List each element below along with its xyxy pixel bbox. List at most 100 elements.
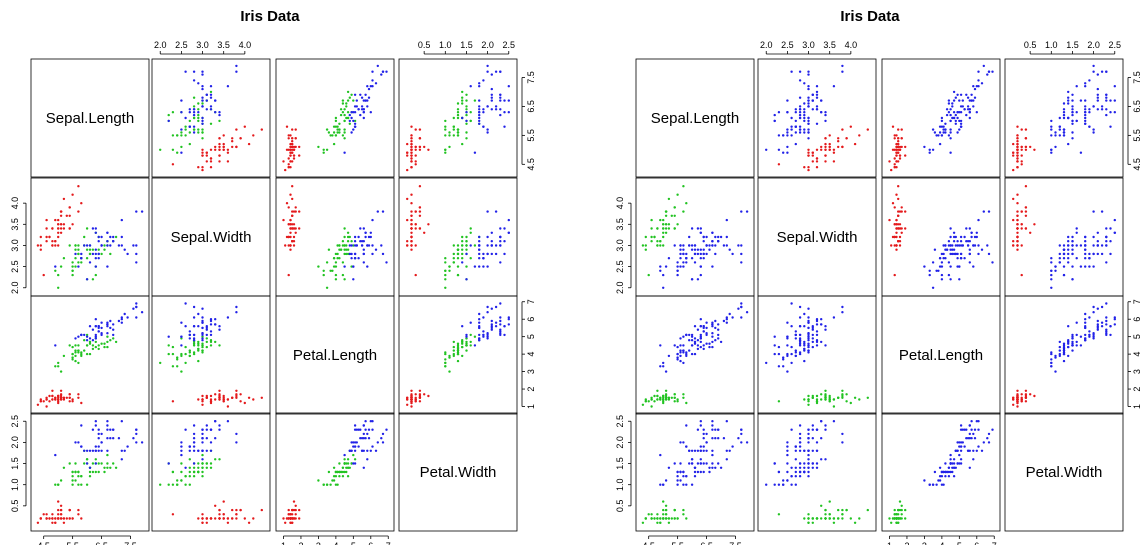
data-point [482,108,485,111]
data-point [949,462,952,465]
data-point [478,99,481,102]
tick-label: 2 [298,541,303,545]
data-point [192,96,196,99]
data-point [205,340,208,344]
data-point [135,244,138,247]
data-point [490,319,493,323]
data-point [414,244,417,247]
data-point [815,166,819,169]
data-point [54,244,57,247]
data-point [292,157,296,160]
data-point [135,305,138,309]
data-point [452,125,455,128]
variable-label: Petal.Width [1026,464,1103,481]
data-point [1054,354,1057,358]
data-point [728,312,731,316]
data-point [1020,145,1023,149]
data-point [192,125,196,128]
data-point [80,261,83,264]
data-point [693,352,697,356]
data-point [897,227,900,230]
data-point [807,151,810,154]
data-point [1058,340,1062,344]
data-point [112,235,115,239]
data-point [188,483,191,486]
data-point [973,96,977,99]
data-point [74,252,77,256]
data-point [88,342,92,345]
data-point [209,122,213,126]
data-point [711,453,714,457]
data-point [1096,307,1100,310]
data-point [1058,125,1062,128]
data-point [499,332,502,335]
data-point [690,244,694,247]
data-point [667,396,671,399]
data-point [192,437,196,440]
data-point [332,142,336,146]
data-point [201,326,204,330]
data-point [832,85,836,88]
data-point [126,445,129,448]
data-point [83,449,86,452]
data-point [135,428,138,431]
data-point [201,166,204,169]
data-point [59,231,63,234]
data-point [986,73,989,76]
data-point [332,257,336,260]
data-point [348,252,351,256]
data-point [664,210,668,213]
data-point [235,394,238,398]
data-point [235,128,238,131]
data-point [866,396,869,399]
data-point [36,521,40,524]
data-point [346,90,350,94]
data-point [180,453,183,457]
data-point [184,466,187,469]
data-point [717,333,720,337]
data-point [959,240,963,243]
panel-Sepal.Width-vs-Petal.Width [398,177,518,297]
data-point [717,428,720,431]
data-point [1092,305,1095,309]
data-point [325,483,329,486]
data-point [685,352,688,356]
data-point [507,99,510,102]
data-point [928,269,931,272]
data-point [938,475,942,478]
data-point [803,116,806,120]
data-point [798,70,802,73]
data-point [1084,82,1087,85]
tick-label: 0.5 [418,40,431,50]
data-point [94,252,98,256]
data-point [294,517,297,520]
data-point [197,111,200,114]
data-point [371,428,374,431]
data-point [1071,111,1074,114]
data-point [900,508,903,512]
data-point [346,462,350,465]
data-point [284,168,287,172]
data-point [201,148,204,151]
panel-Sepal.Length-vs-Sepal.Width [757,58,877,178]
data-point [97,257,100,260]
data-point [452,134,455,137]
data-point [949,131,952,134]
data-point [341,134,345,137]
tick-label: 3.5 [10,218,20,231]
data-point [845,137,848,140]
data-point [218,394,221,398]
data-point [120,318,124,321]
data-point [895,193,898,196]
data-point [106,231,109,234]
data-point [807,513,810,516]
data-point [933,470,937,474]
data-point [287,508,290,512]
data-point [1058,345,1062,349]
data-point [1067,252,1070,256]
data-point [341,261,345,264]
data-point [737,244,740,247]
data-point [679,252,682,256]
data-point [803,312,806,316]
data-point [478,318,481,321]
